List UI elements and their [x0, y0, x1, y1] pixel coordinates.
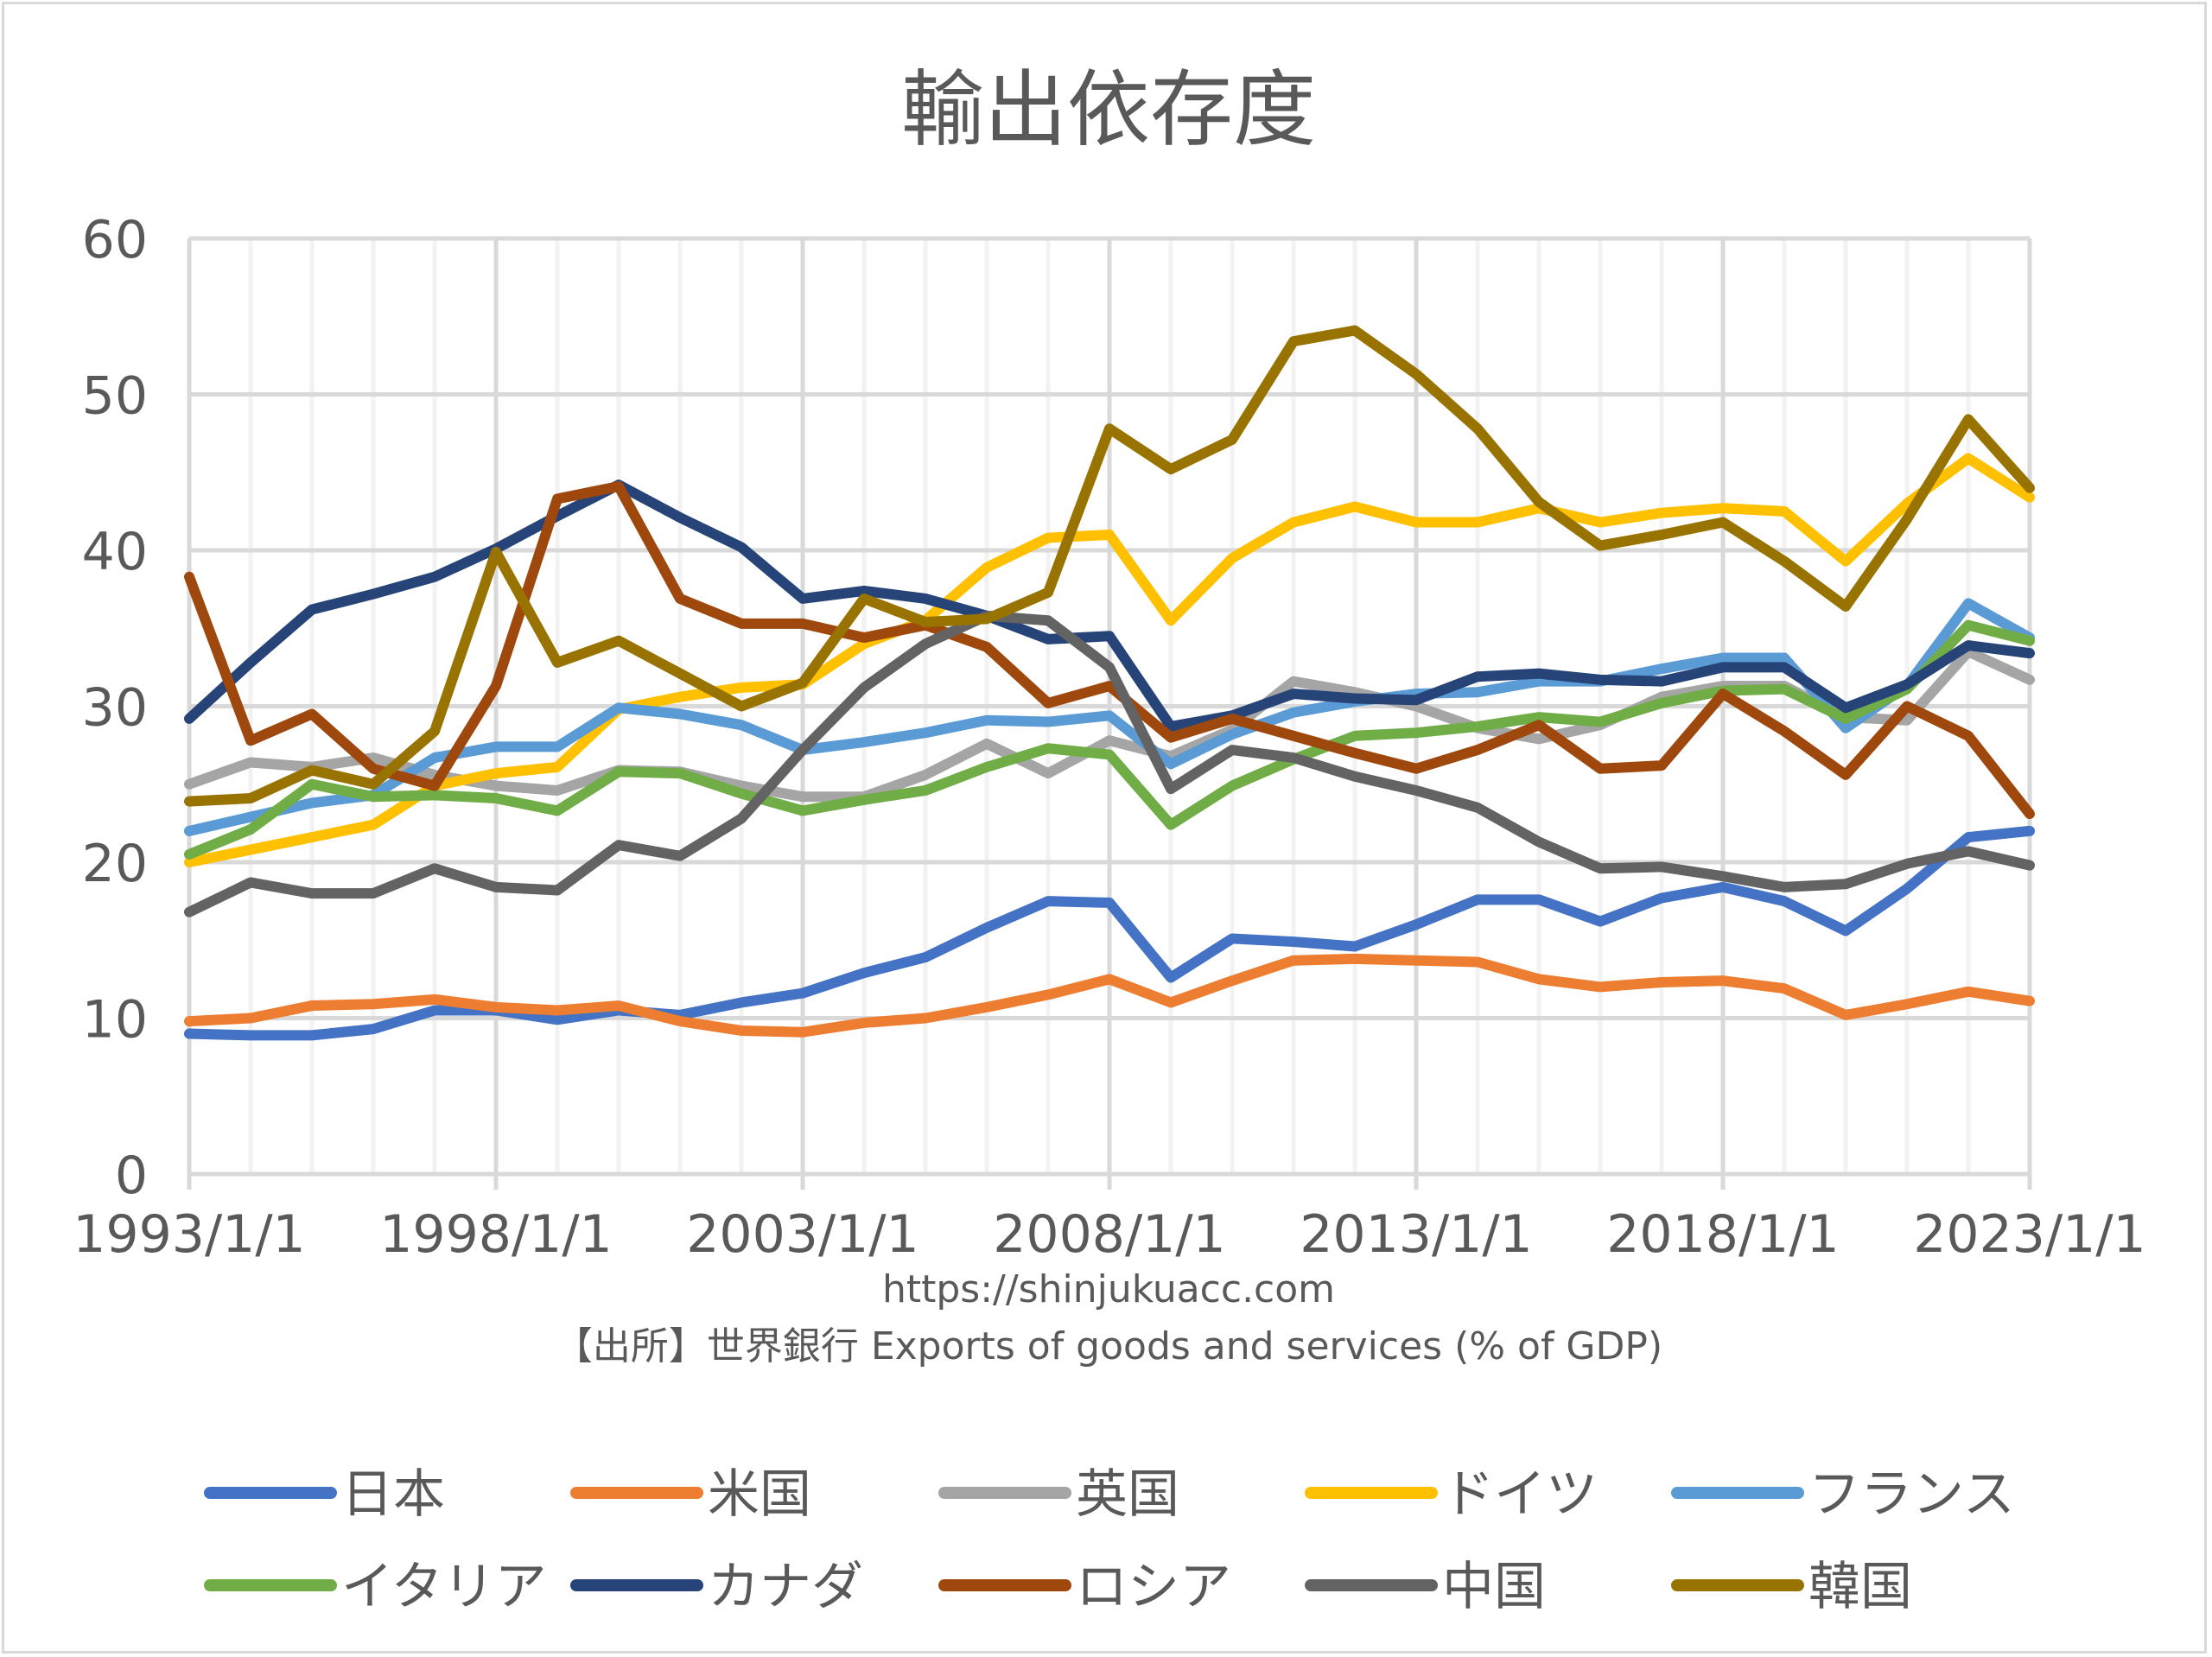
y-tick-label: 50 [82, 366, 148, 427]
x-tick-label: 2003/1/1 [686, 1204, 918, 1265]
legend-label: 日本 [341, 1464, 445, 1525]
y-tick-label: 20 [82, 834, 148, 894]
series-line-ロシア [184, 480, 2035, 820]
chart-title: 輸出依存度 [901, 61, 1316, 158]
source-citation: 【出所】世界銀行 Exports of goods and services (… [555, 1324, 1662, 1368]
series-line-フランス [184, 598, 2035, 836]
legend-label: 韓国 [1808, 1557, 1912, 1617]
series-line-米国 [184, 953, 2035, 1038]
legend-label: ロシア [1076, 1557, 1231, 1617]
y-tick-label: 30 [82, 678, 148, 739]
x-tick-label: 2023/1/1 [1913, 1204, 2145, 1265]
chart: 輸出依存度 0 10 20 30 40 50 60 1993/1/1 1998/1/1 2003… [73, 61, 2145, 1617]
legend-label: フランス [1808, 1464, 2015, 1525]
legend-label: 米国 [708, 1464, 811, 1525]
legend-label: カナダ [708, 1557, 863, 1617]
legend-label: 英国 [1076, 1464, 1179, 1525]
legend-label: 中国 [1442, 1557, 1546, 1617]
source-url: https://shinjukuacc.com [882, 1267, 1335, 1311]
series-line-韓国 [184, 325, 2035, 807]
y-tick-label: 60 [82, 210, 148, 270]
y-tick-label: 40 [82, 522, 148, 582]
series-lines [184, 325, 2035, 1041]
x-tick-label: 1993/1/1 [73, 1204, 305, 1265]
y-axis-ticks: 0 10 20 30 40 50 60 [82, 210, 148, 1206]
series-line-中国 [184, 610, 2035, 917]
y-tick-label: 10 [82, 990, 148, 1051]
x-axis-ticks: 1993/1/1 1998/1/1 2003/1/1 2008/1/1 2013/1/1… [73, 1204, 2145, 1265]
series-line-ドイツ [184, 453, 2035, 867]
x-tick-label: 2008/1/1 [993, 1204, 1225, 1265]
x-tick-label: 1998/1/1 [379, 1204, 612, 1265]
y-tick-label: 0 [115, 1146, 148, 1206]
legend-label: ドイツ [1442, 1464, 1598, 1525]
legend-label: イタリア [341, 1557, 547, 1617]
x-tick-label: 2013/1/1 [1300, 1204, 1532, 1265]
x-tick-label: 2018/1/1 [1606, 1204, 1839, 1265]
